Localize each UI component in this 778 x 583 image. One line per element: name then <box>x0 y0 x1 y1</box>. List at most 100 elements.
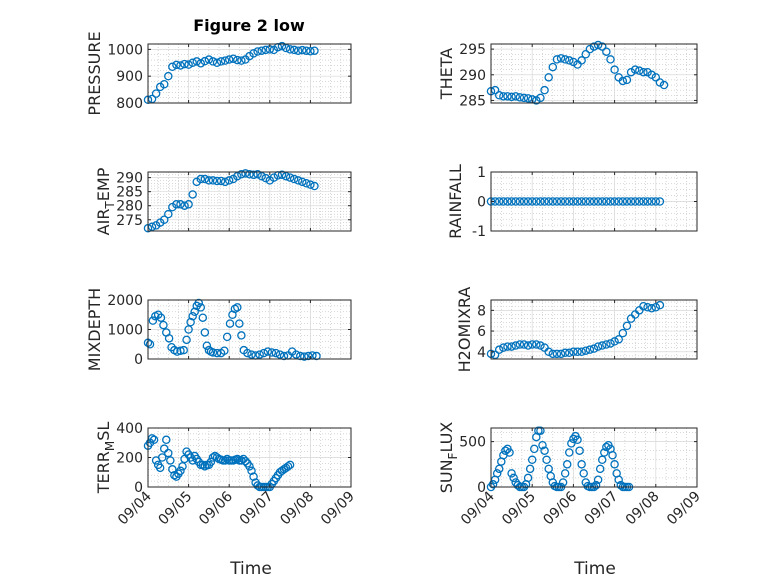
data-point <box>233 171 242 181</box>
data-point <box>614 335 623 344</box>
data-point <box>565 348 574 358</box>
data-point <box>300 352 309 361</box>
data-point <box>511 92 520 101</box>
data-point <box>643 302 652 312</box>
data-point <box>606 55 615 64</box>
data-point <box>312 351 321 361</box>
data-point <box>184 60 193 69</box>
data-point <box>622 75 632 85</box>
data-point <box>591 480 601 490</box>
data-point <box>651 73 661 82</box>
data-point <box>291 350 301 359</box>
data-point <box>247 350 256 359</box>
data-point <box>293 46 303 55</box>
data-point <box>233 55 242 65</box>
data-point <box>257 46 266 55</box>
data-point <box>577 197 586 206</box>
data-point <box>600 448 609 457</box>
data-point <box>610 197 619 206</box>
data-point <box>538 440 547 450</box>
data-point <box>285 460 295 470</box>
y-axis-label: THETA <box>437 48 456 100</box>
data-point <box>233 454 242 464</box>
data-point <box>255 350 264 359</box>
data-point <box>271 348 281 358</box>
data-point <box>494 345 504 354</box>
data-point <box>180 59 189 69</box>
data-point <box>618 197 628 206</box>
data-point <box>202 341 212 350</box>
data-point <box>577 347 586 357</box>
data-point <box>237 331 246 340</box>
data-point <box>540 446 549 455</box>
data-point <box>597 42 607 51</box>
data-point <box>164 71 173 81</box>
data-point <box>257 171 266 181</box>
data-point <box>261 45 270 55</box>
data-point <box>275 350 285 359</box>
data-point <box>225 319 235 328</box>
data-point <box>212 348 222 358</box>
data-point <box>279 351 289 361</box>
data-point <box>302 46 311 55</box>
data-point <box>536 426 545 435</box>
data-point <box>488 480 498 489</box>
y-tick-label: 6 <box>477 324 486 340</box>
data-point <box>245 462 254 471</box>
data-point <box>302 178 311 188</box>
data-point <box>511 341 520 350</box>
data-point <box>281 171 291 181</box>
x-axis-label-left: Time <box>229 559 272 579</box>
data-point <box>176 61 185 70</box>
data-point <box>499 92 508 101</box>
data-point <box>503 197 512 206</box>
y-tick-label: 900 <box>116 69 143 85</box>
data-point <box>589 42 599 51</box>
data-point <box>492 469 502 478</box>
data-point <box>527 340 537 349</box>
data-point <box>515 197 525 206</box>
data-point <box>639 301 648 311</box>
data-point <box>542 455 551 465</box>
data-point <box>505 448 514 457</box>
y-tick-label: 275 <box>116 213 143 229</box>
data-point <box>606 339 615 348</box>
data-point <box>606 197 615 206</box>
data-point <box>655 197 665 206</box>
data-point <box>581 346 591 355</box>
data-point <box>556 349 566 359</box>
data-point <box>507 92 516 102</box>
data-point <box>548 62 558 72</box>
data-point <box>608 450 617 460</box>
y-tick-label: 800 <box>116 96 143 112</box>
data-point <box>206 457 216 467</box>
data-point <box>220 177 230 187</box>
x-tick-label: 09/06 <box>540 488 580 528</box>
data-point <box>577 460 586 469</box>
data-point <box>253 481 262 490</box>
data-point <box>548 349 558 359</box>
data-point <box>647 304 656 313</box>
data-point <box>503 342 512 351</box>
data-point <box>569 197 578 206</box>
data-point <box>639 197 648 206</box>
x-tick-label: 09/09 <box>318 489 358 529</box>
data-point <box>194 298 203 308</box>
data-point <box>245 169 254 179</box>
data-point <box>614 475 623 484</box>
y-tick-label: 400 <box>116 421 143 437</box>
data-point <box>565 197 574 206</box>
x-tick-label: 09/09 <box>664 489 704 529</box>
data-point <box>208 57 218 66</box>
data-point <box>532 197 541 206</box>
data-point <box>159 320 168 330</box>
data-point <box>548 197 558 206</box>
data-point <box>635 66 644 75</box>
data-point <box>573 347 582 357</box>
data-point <box>565 448 574 457</box>
data-point <box>295 351 305 361</box>
data-point <box>536 197 545 206</box>
data-point <box>494 197 504 206</box>
